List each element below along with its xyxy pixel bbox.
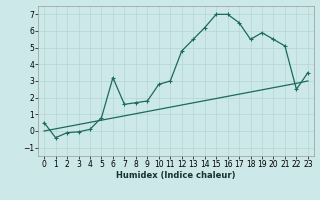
X-axis label: Humidex (Indice chaleur): Humidex (Indice chaleur) (116, 171, 236, 180)
